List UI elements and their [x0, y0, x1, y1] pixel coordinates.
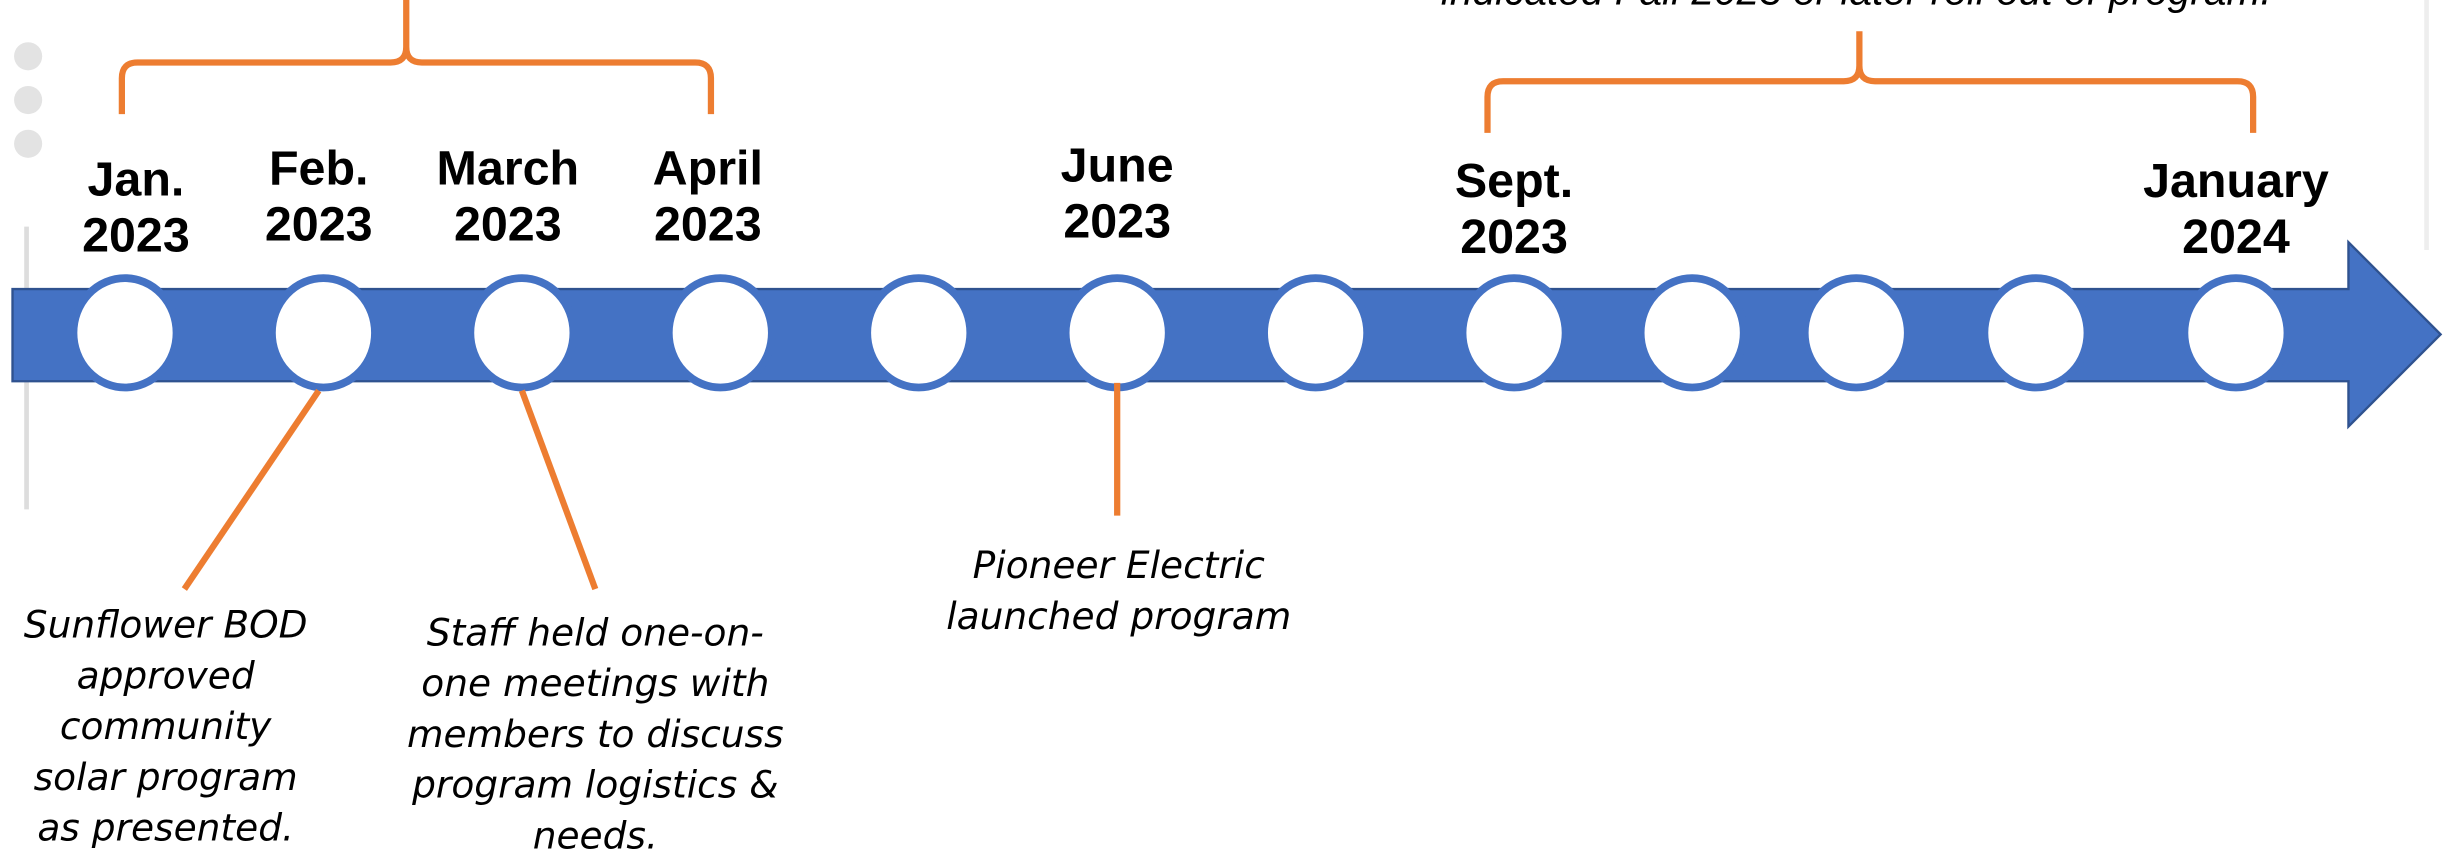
annotation: members to discuss: [407, 712, 784, 756]
node: [1800, 274, 1912, 392]
node: [1061, 274, 1173, 392]
annotation: community: [60, 704, 272, 748]
milestone-label: Feb.: [269, 141, 369, 195]
annotation: launched program: [946, 594, 1291, 638]
dot: [14, 129, 43, 158]
node: [466, 274, 578, 392]
milestone-label: June: [1061, 138, 1174, 192]
top-note: indicated Fall 2023 or later roll out of…: [1441, 0, 2272, 14]
milestone-label: 2023: [1063, 195, 1171, 249]
node: [863, 274, 975, 392]
milestone-label: 2023: [1460, 210, 1568, 264]
node: [267, 274, 379, 392]
milestone-label: January: [2143, 154, 2329, 208]
milestone-label: April: [653, 141, 763, 195]
node: [2180, 274, 2292, 392]
brace: [118, 0, 715, 115]
node: [1980, 274, 2092, 392]
annotation: solar program: [34, 755, 298, 799]
annotation: program logistics &: [411, 763, 778, 807]
node: [1458, 274, 1570, 392]
annotation: Sunflower BOD: [24, 603, 308, 647]
annotation: Pioneer Electric: [973, 543, 1266, 587]
node: [664, 274, 776, 392]
dot: [14, 42, 43, 71]
milestone-label: Sept.: [1455, 154, 1573, 208]
annotation: approved: [77, 653, 255, 697]
brace: [1484, 31, 2257, 133]
annotation: needs.: [533, 813, 658, 854]
milestone-label: Jan.: [87, 152, 184, 206]
annotation: Staff held one-on-: [427, 610, 764, 654]
milestone-label: 2024: [2182, 210, 2290, 264]
dot: [14, 85, 43, 115]
milestone-label: 2023: [654, 198, 762, 252]
milestone-label: 2023: [265, 198, 373, 252]
milestone-label: 2023: [82, 209, 190, 263]
node: [69, 274, 181, 392]
milestone-label: 2023: [454, 198, 562, 252]
callout-line: [181, 388, 322, 591]
callout-line: [518, 389, 599, 591]
annotation: as presented.: [37, 806, 294, 850]
annotation: one meetings with: [421, 661, 769, 705]
node: [1636, 274, 1748, 392]
milestone-label: March: [436, 141, 579, 195]
node: [1260, 274, 1372, 392]
